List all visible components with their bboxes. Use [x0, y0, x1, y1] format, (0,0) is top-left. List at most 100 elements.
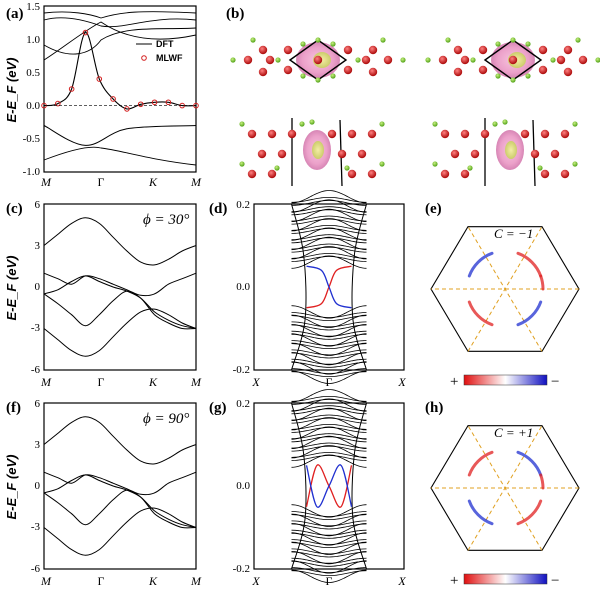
atom-red: [478, 65, 488, 75]
panel-label-e: (e): [425, 201, 442, 217]
atom-red: [367, 129, 377, 139]
xtick-label: M: [40, 175, 52, 189]
atom-green: [550, 57, 556, 63]
atom-red: [383, 55, 393, 65]
colorbar-minus: −: [551, 374, 559, 390]
atom-green: [400, 57, 406, 63]
ytick-label: 0.2: [236, 398, 250, 410]
atom-green: [492, 121, 498, 127]
band-line: [43, 308, 197, 357]
atom-green: [239, 121, 245, 127]
bulk-band-line: [291, 333, 367, 340]
ytick-label: -3: [31, 521, 41, 533]
band-line: [43, 474, 197, 528]
ytick-label: -0.2: [233, 563, 250, 575]
colorbar-gradient: [463, 374, 548, 386]
atom-red: [357, 149, 367, 159]
atom-red: [258, 67, 268, 77]
x-ticks-g: X Γ X: [251, 574, 406, 588]
panel-label-b: (b): [226, 6, 244, 22]
bulk-band-line: [291, 569, 367, 583]
ylabel-text: E-E_F (eV): [4, 57, 19, 122]
atom-green: [595, 57, 600, 63]
bulk-band-line: [291, 548, 367, 555]
xtick-label: X: [397, 574, 406, 588]
legend-a: DFT MLWF: [136, 39, 183, 63]
atom-green: [379, 121, 385, 127]
bulk-band-line: [291, 190, 367, 204]
atom-red: [343, 45, 353, 55]
atom-green: [230, 57, 236, 63]
bulk-edge: [351, 203, 367, 371]
ylabel-text: E-E_F (eV): [4, 454, 19, 519]
bulk-band-line: [291, 551, 367, 558]
xtick-label: Γ: [98, 375, 105, 389]
mlwf-marker: [110, 96, 116, 102]
atom-green: [425, 57, 431, 63]
bulk-band-line: [291, 570, 367, 576]
bulk-band-line: [291, 349, 367, 356]
dft-bands-a: [43, 11, 197, 166]
atom-red: [440, 169, 450, 179]
bulk-band-line: [291, 399, 367, 405]
bulk-band-line: [291, 529, 367, 536]
bz-dashed-line: [467, 425, 543, 551]
bulk-band-line: [291, 541, 367, 555]
orbital-core: [505, 141, 517, 159]
bulk-band-line: [291, 389, 367, 403]
atom-red: [313, 55, 323, 65]
atom-red: [530, 149, 540, 159]
xtick-label: K: [148, 375, 158, 389]
mlwf-marker: [137, 101, 144, 108]
atom-red: [563, 67, 573, 77]
atom-red: [460, 55, 470, 65]
ytick-label: -6: [31, 364, 41, 376]
xtick-label: X: [251, 375, 260, 389]
colorbar-minus: −: [551, 573, 559, 589]
dft-band-line: [43, 125, 197, 146]
panel-label-c: (c): [6, 201, 23, 217]
panel-d: (d) 0.2 0.0 -0.2 X Γ X: [209, 190, 406, 389]
bulk-band-line: [291, 358, 367, 365]
panel-label-a: (a): [6, 6, 24, 22]
xtick-label: K: [148, 175, 158, 189]
x-ticks-f: M Γ K M: [40, 574, 202, 588]
xtick-label: M: [40, 375, 52, 389]
atom-red: [556, 55, 566, 65]
bulk-band-line: [291, 321, 367, 328]
atom-red: [277, 149, 287, 159]
atom-red: [563, 45, 573, 55]
bulk-edge: [351, 402, 367, 570]
mlwf-marker: [165, 99, 172, 106]
orbital-core: [312, 141, 324, 159]
atom-red: [538, 65, 548, 75]
bulk-band-line: [291, 427, 367, 433]
atom-red: [460, 129, 470, 139]
chern-number-h: C = +1: [494, 425, 533, 440]
ylabel-f: E-E_F (eV): [4, 454, 19, 519]
y-ticks-f: 6 3 0 -3 -6: [31, 398, 41, 575]
xtick-label: M: [190, 375, 202, 389]
panel-label-g: (g): [209, 400, 227, 416]
mlwf-marker: [151, 99, 158, 106]
ylabel-c: E-E_F (eV): [4, 255, 19, 320]
bulk-band-line: [291, 370, 367, 384]
atom-green: [250, 37, 256, 43]
berry-curvature-arc: [516, 499, 543, 526]
atom-green: [344, 165, 350, 171]
band-line: [43, 217, 197, 266]
bulk-band-line: [291, 442, 367, 449]
xtick-label: Γ: [98, 574, 105, 588]
bulk-band-line: [291, 352, 367, 366]
bulk-band-line: [291, 315, 367, 321]
ytick-label: 0.0: [236, 281, 250, 293]
atom-red: [453, 45, 463, 55]
atom-red: [538, 45, 548, 55]
crystal-structures: [230, 37, 600, 187]
atom-green: [470, 57, 476, 63]
bulk-band-line: [291, 237, 367, 244]
bulk-band-line: [291, 504, 367, 518]
atom-green: [355, 57, 361, 63]
atom-red: [460, 169, 470, 179]
panel-g: (g) 0.2 0.0 -0.2 X Γ X: [209, 389, 406, 588]
